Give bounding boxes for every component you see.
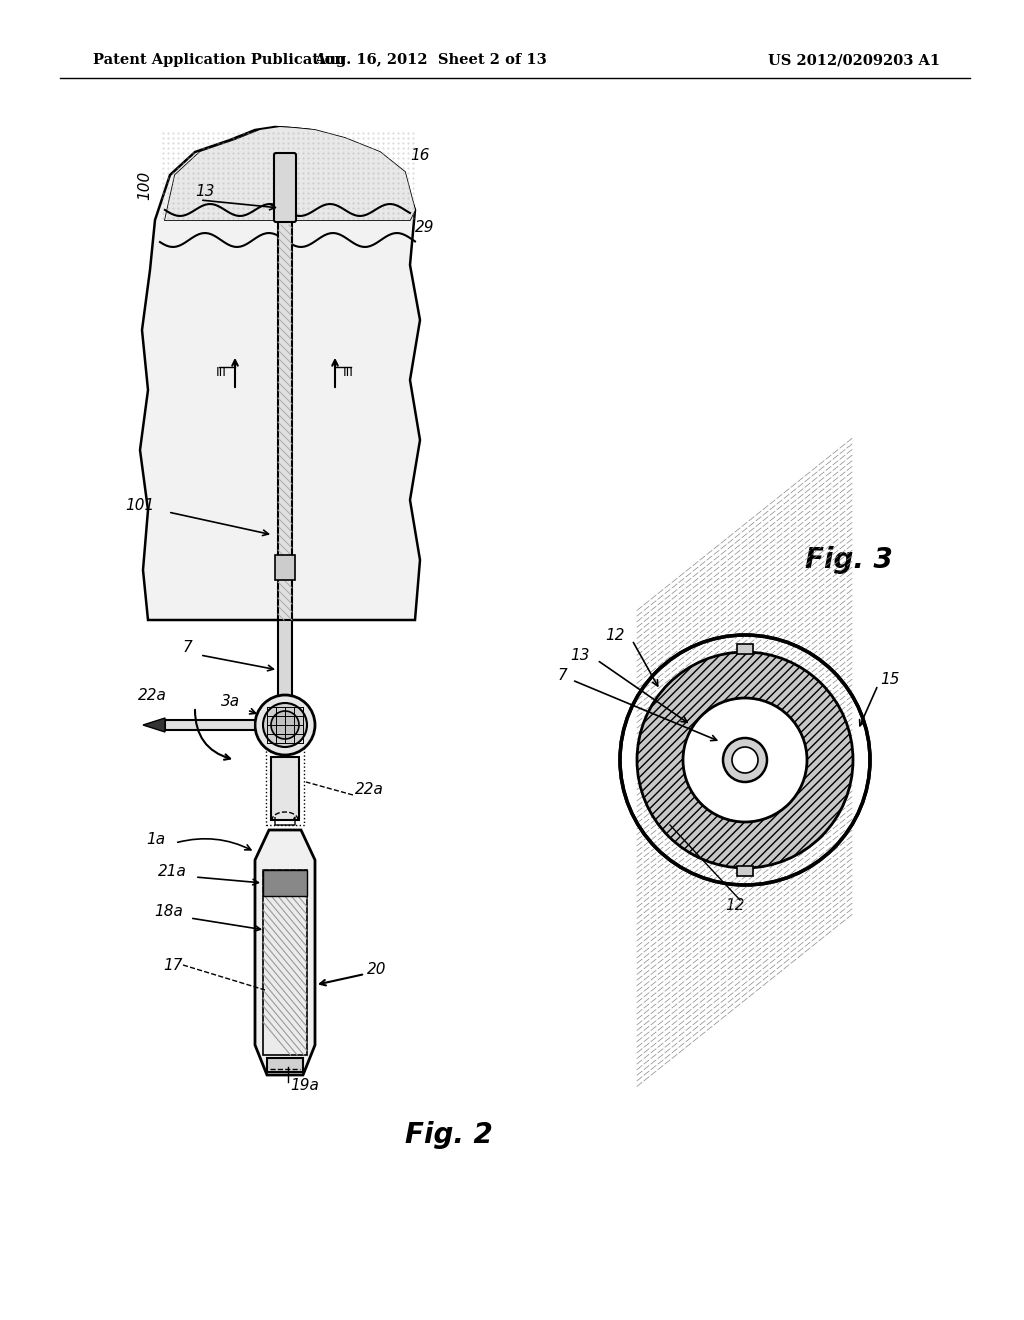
Bar (263, 870, 307, 1055)
Text: 17: 17 (164, 957, 183, 973)
Bar (278, 220, 292, 620)
Text: 12: 12 (605, 627, 625, 643)
Text: 100: 100 (137, 170, 152, 199)
Text: 13: 13 (570, 648, 590, 663)
FancyBboxPatch shape (274, 153, 296, 222)
Bar (737, 866, 753, 876)
Circle shape (271, 711, 299, 739)
Text: 7: 7 (557, 668, 567, 682)
Circle shape (620, 635, 870, 884)
Text: III: III (216, 366, 227, 379)
Bar (271, 756, 299, 820)
Bar (165, 719, 255, 730)
Circle shape (263, 704, 307, 747)
Polygon shape (637, 652, 853, 869)
Text: 19a: 19a (290, 1077, 318, 1093)
Text: 16: 16 (410, 148, 429, 162)
Text: 21a: 21a (158, 865, 187, 879)
Text: 29: 29 (415, 220, 434, 235)
Text: 1a: 1a (145, 833, 165, 847)
Text: 7: 7 (182, 640, 193, 656)
Text: Aug. 16, 2012  Sheet 2 of 13: Aug. 16, 2012 Sheet 2 of 13 (313, 53, 547, 67)
Circle shape (683, 698, 807, 822)
Bar (266, 710, 304, 825)
Text: III: III (343, 366, 354, 379)
Polygon shape (143, 718, 165, 733)
Polygon shape (637, 652, 853, 869)
Text: Patent Application Publication: Patent Application Publication (93, 53, 345, 67)
Bar (737, 644, 753, 653)
Text: 18a: 18a (155, 904, 183, 920)
Text: 13: 13 (195, 185, 214, 199)
Polygon shape (140, 127, 420, 620)
Text: 3a: 3a (221, 694, 240, 710)
Polygon shape (255, 830, 315, 1074)
Text: 20: 20 (367, 962, 386, 978)
Circle shape (255, 696, 315, 755)
Text: 22a: 22a (355, 783, 384, 797)
Polygon shape (165, 127, 415, 220)
Bar (263, 870, 307, 896)
Bar (278, 620, 292, 719)
Text: 12: 12 (725, 898, 744, 912)
Text: 22a: 22a (138, 688, 167, 702)
Bar (275, 554, 295, 579)
Text: Fig. 3: Fig. 3 (805, 546, 893, 574)
Text: 101: 101 (126, 498, 155, 512)
Circle shape (732, 747, 758, 774)
Circle shape (723, 738, 767, 781)
Text: 15: 15 (880, 672, 899, 688)
Text: Fig. 2: Fig. 2 (406, 1121, 493, 1148)
Text: US 2012/0209203 A1: US 2012/0209203 A1 (768, 53, 940, 67)
Bar (267, 1059, 303, 1072)
